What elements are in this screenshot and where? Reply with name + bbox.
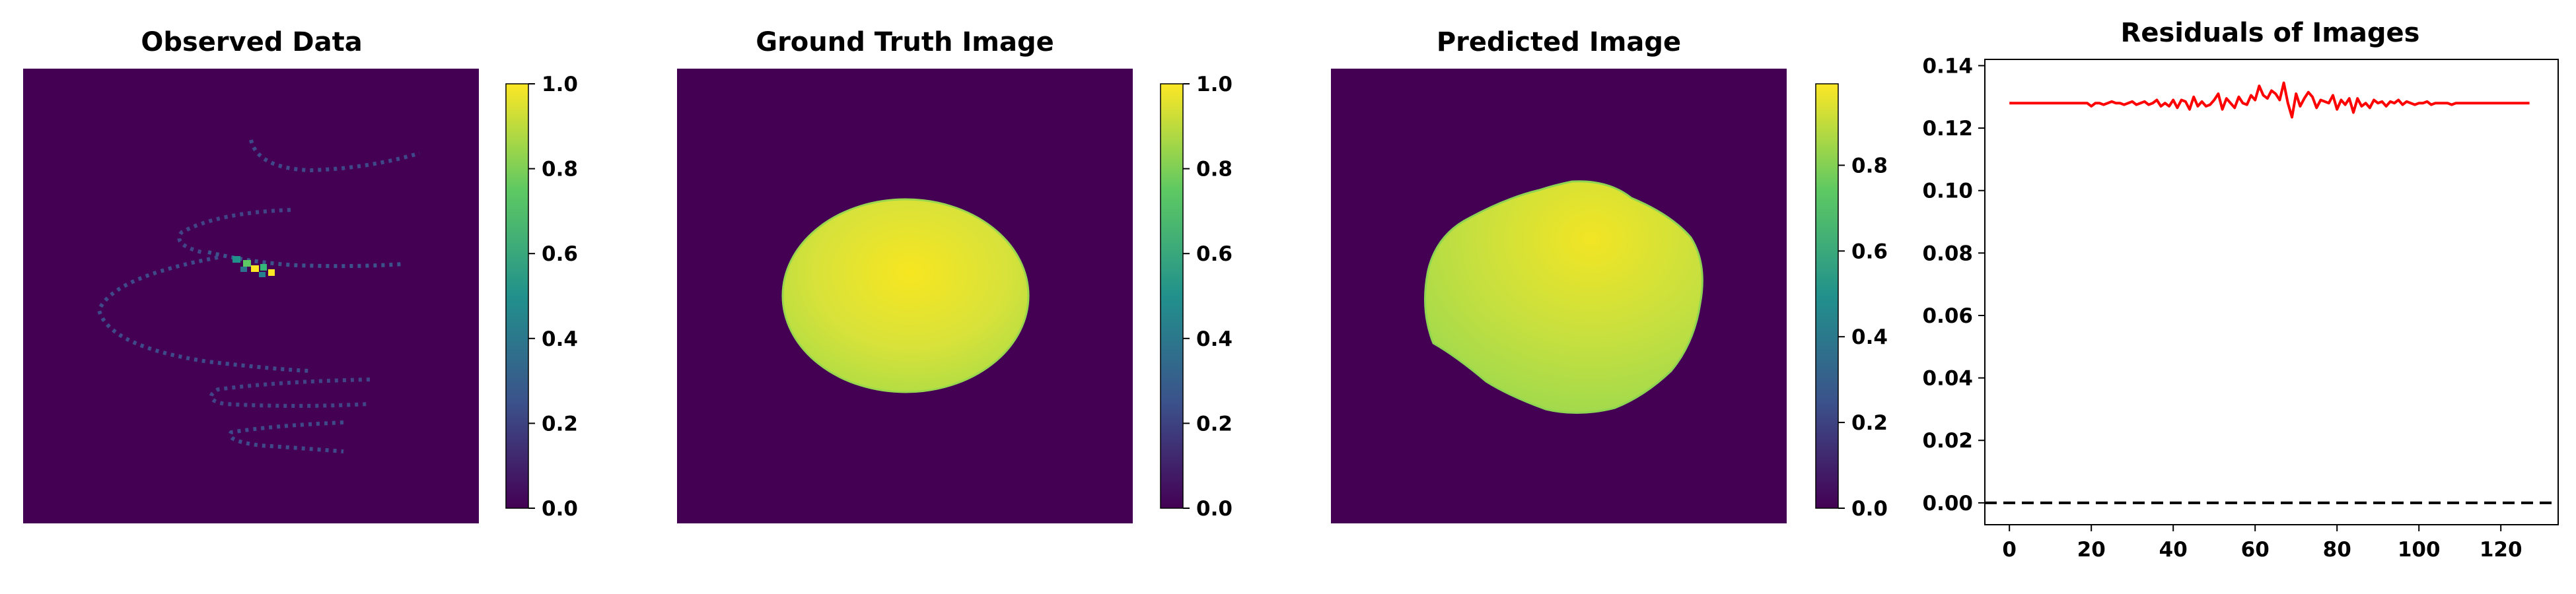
- residuals-series-line: [2009, 81, 2530, 119]
- colorbar-tick-label: 0.6: [1196, 242, 1233, 266]
- colorbar-tick-label: 0.0: [1851, 497, 1888, 521]
- panel-residuals: Residuals of Images 0.00 0.02 0.04 0.06 0.08…: [1923, 18, 2559, 562]
- x-tick-label: 0: [2002, 538, 2017, 562]
- panel-predicted: Predicted Image 0.0 0.2 0.4 0.6 0.8: [1331, 27, 1888, 523]
- colorbar-tick-label: 0.2: [1851, 411, 1888, 435]
- colorbar-tick-label: 0.8: [542, 158, 578, 182]
- y-tick-label: 0.14: [1923, 54, 1974, 78]
- colorbar-2-ticks: 0.0 0.2 0.4 0.6 0.8 1.0: [1183, 73, 1233, 521]
- panel-ground-truth-title: Ground Truth Image: [756, 27, 1054, 57]
- observed-trace-arc-upper: [177, 208, 291, 254]
- y-tick-label: 0.04: [1923, 367, 1974, 391]
- y-tick-label: 0.00: [1923, 492, 1974, 515]
- x-tick-label: 80: [2323, 538, 2351, 562]
- colorbar-1-ticks: 0.0 0.2 0.4 0.6 0.8 1.0: [528, 73, 578, 521]
- colorbar-tick-label: 0.6: [542, 242, 578, 266]
- panel-observed-title: Observed Data: [141, 27, 362, 57]
- colorbar-1: [505, 83, 529, 509]
- y-tick-label: 0.12: [1923, 117, 1974, 141]
- panel-ground-truth: Ground Truth Image 0.0 0.2 0.4 0.6 0.8 1.0: [677, 27, 1233, 523]
- colorbar-tick-label: 0.4: [542, 327, 578, 351]
- colorbar-tick-label: 1.0: [1196, 73, 1233, 96]
- colorbar-tick-label: 0.6: [1851, 240, 1888, 263]
- x-tick-label: 20: [2077, 538, 2106, 562]
- observed-trace-top: [249, 139, 420, 173]
- colorbar-tick-label: 0.2: [542, 412, 578, 436]
- colorbar-tick-label: 0.8: [1196, 158, 1233, 182]
- residuals-title: Residuals of Images: [2121, 18, 2420, 48]
- observed-trace-lower-2: [228, 420, 344, 453]
- residuals-plot-area: [1984, 59, 2559, 525]
- predicted-blob: [1424, 180, 1703, 414]
- colorbar-2: [1160, 83, 1184, 509]
- ground-truth-ellipse: [781, 198, 1030, 393]
- y-tick-label: 0.10: [1923, 180, 1974, 203]
- x-tick-label: 60: [2241, 538, 2270, 562]
- colorbar-tick-label: 0.4: [1851, 325, 1888, 349]
- x-tick-label: 100: [2398, 538, 2441, 562]
- observed-image-bg: [23, 69, 479, 523]
- colorbar-tick-label: 1.0: [542, 73, 578, 96]
- y-tick-label: 0.06: [1923, 304, 1974, 328]
- colorbar-3: [1815, 83, 1839, 509]
- observed-hotspot: [233, 256, 275, 277]
- y-tick-label: 0.08: [1923, 242, 1974, 265]
- x-tick-label: 120: [2480, 538, 2522, 562]
- colorbar-tick-label: 0.0: [1196, 497, 1233, 521]
- panel-observed: Observed Data 0.00.20.40.60.81.: [23, 27, 578, 523]
- observed-trace-bright: [207, 250, 404, 269]
- x-tick-label: 40: [2159, 538, 2188, 562]
- panel-predicted-title: Predicted Image: [1437, 27, 1681, 57]
- colorbar-tick-label: 0.0: [542, 497, 578, 521]
- colorbar-3-ticks: 0.0 0.2 0.4 0.6 0.8: [1838, 154, 1888, 521]
- colorbar-tick-label: 0.2: [1196, 412, 1233, 436]
- observed-image: [96, 139, 420, 453]
- colorbar-tick-label: 0.4: [1196, 327, 1233, 351]
- residuals-axis-ticks: 0.00 0.02 0.04 0.06 0.08 0.10 0.12 0.14 0 20 40 60 8…: [1923, 54, 2522, 562]
- colorbar-tick-label: 0.8: [1851, 154, 1888, 178]
- y-tick-label: 0.02: [1923, 429, 1974, 453]
